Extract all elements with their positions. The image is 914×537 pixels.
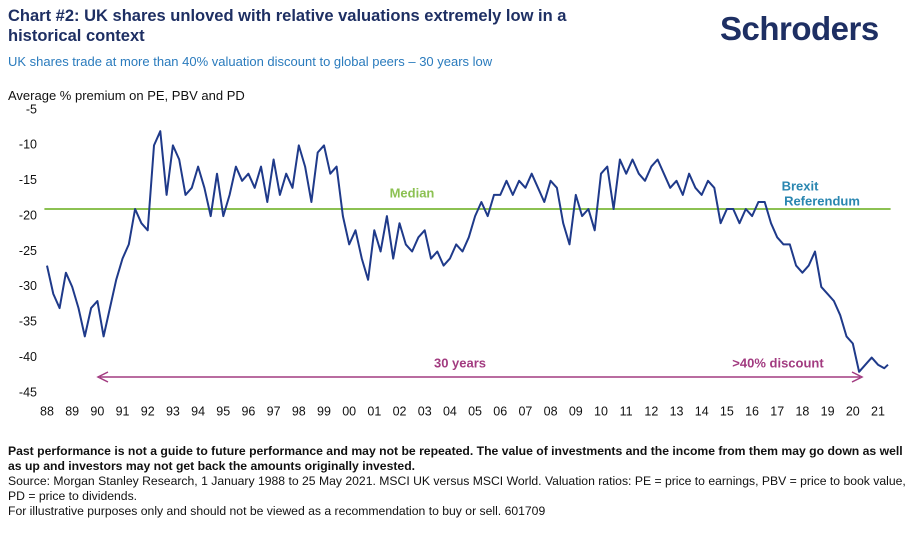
x-tick-label: 21	[871, 404, 885, 418]
brexit-label: Brexit	[782, 178, 820, 193]
x-tick-label: 08	[544, 404, 558, 418]
median-label: Median	[390, 185, 435, 200]
discount-label: >40% discount	[732, 355, 824, 370]
x-tick-label: 93	[166, 404, 180, 418]
x-tick-label: 02	[393, 404, 407, 418]
x-tick-label: 10	[594, 404, 608, 418]
x-tick-label: 94	[191, 404, 205, 418]
data-line	[46, 130, 889, 373]
y-tick-label: -30	[19, 279, 37, 293]
x-tick-label: 07	[518, 404, 532, 418]
x-tick-label: 05	[468, 404, 482, 418]
x-tick-label: 98	[292, 404, 306, 418]
x-tick-label: 00	[342, 404, 356, 418]
x-tick-label: 96	[241, 404, 255, 418]
x-tick-label: 90	[90, 404, 104, 418]
x-tick-label: 03	[418, 404, 432, 418]
x-tick-label: 89	[65, 404, 79, 418]
span-label: 30 years	[434, 355, 486, 370]
x-tick-label: 18	[795, 404, 809, 418]
source: Source: Morgan Stanley Research, 1 Janua…	[8, 474, 906, 503]
brexit-label: Referendum	[784, 193, 860, 208]
x-tick-label: 99	[317, 404, 331, 418]
y-tick-label: -25	[19, 244, 37, 258]
note: For illustrative purposes only and shoul…	[8, 504, 546, 518]
x-tick-label: 16	[745, 404, 759, 418]
y-tick-label: -15	[19, 173, 37, 187]
y-axis-label: Average % premium on PE, PBV and PD	[8, 88, 245, 103]
y-tick-label: -5	[26, 102, 37, 116]
x-tick-label: 88	[40, 404, 54, 418]
y-tick-label: -35	[19, 315, 37, 329]
y-tick-label: -20	[19, 208, 37, 222]
x-tick-label: 01	[367, 404, 381, 418]
y-tick-label: -45	[19, 385, 37, 399]
x-tick-label: 04	[443, 404, 457, 418]
x-tick-label: 92	[141, 404, 155, 418]
y-tick-label: -40	[19, 350, 37, 364]
y-tick-label: -10	[19, 138, 37, 152]
logo: Schroders	[720, 10, 879, 47]
x-tick-label: 13	[670, 404, 684, 418]
subtitle: UK shares trade at more than 40% valuati…	[8, 54, 493, 69]
arrow-head	[851, 371, 864, 383]
x-tick-label: 14	[695, 404, 709, 418]
disclaimer: Past performance is not a guide to futur…	[8, 444, 903, 473]
x-tick-label: 91	[116, 404, 130, 418]
x-tick-label: 17	[770, 404, 784, 418]
x-tick-label: 20	[846, 404, 860, 418]
x-tick-label: 11	[620, 404, 633, 418]
x-tick-label: 09	[569, 404, 583, 418]
x-tick-label: 12	[644, 404, 658, 418]
x-tick-label: 97	[267, 404, 281, 418]
x-tick-label: 95	[216, 404, 230, 418]
x-tick-label: 06	[493, 404, 507, 418]
chart-title: Chart #2: UK shares unloved with relativ…	[8, 7, 567, 45]
x-tick-label: 19	[821, 404, 835, 418]
arrow-head	[96, 371, 109, 383]
x-tick-label: 15	[720, 404, 734, 418]
footnotes: Past performance is not a guide to futur…	[8, 444, 908, 519]
